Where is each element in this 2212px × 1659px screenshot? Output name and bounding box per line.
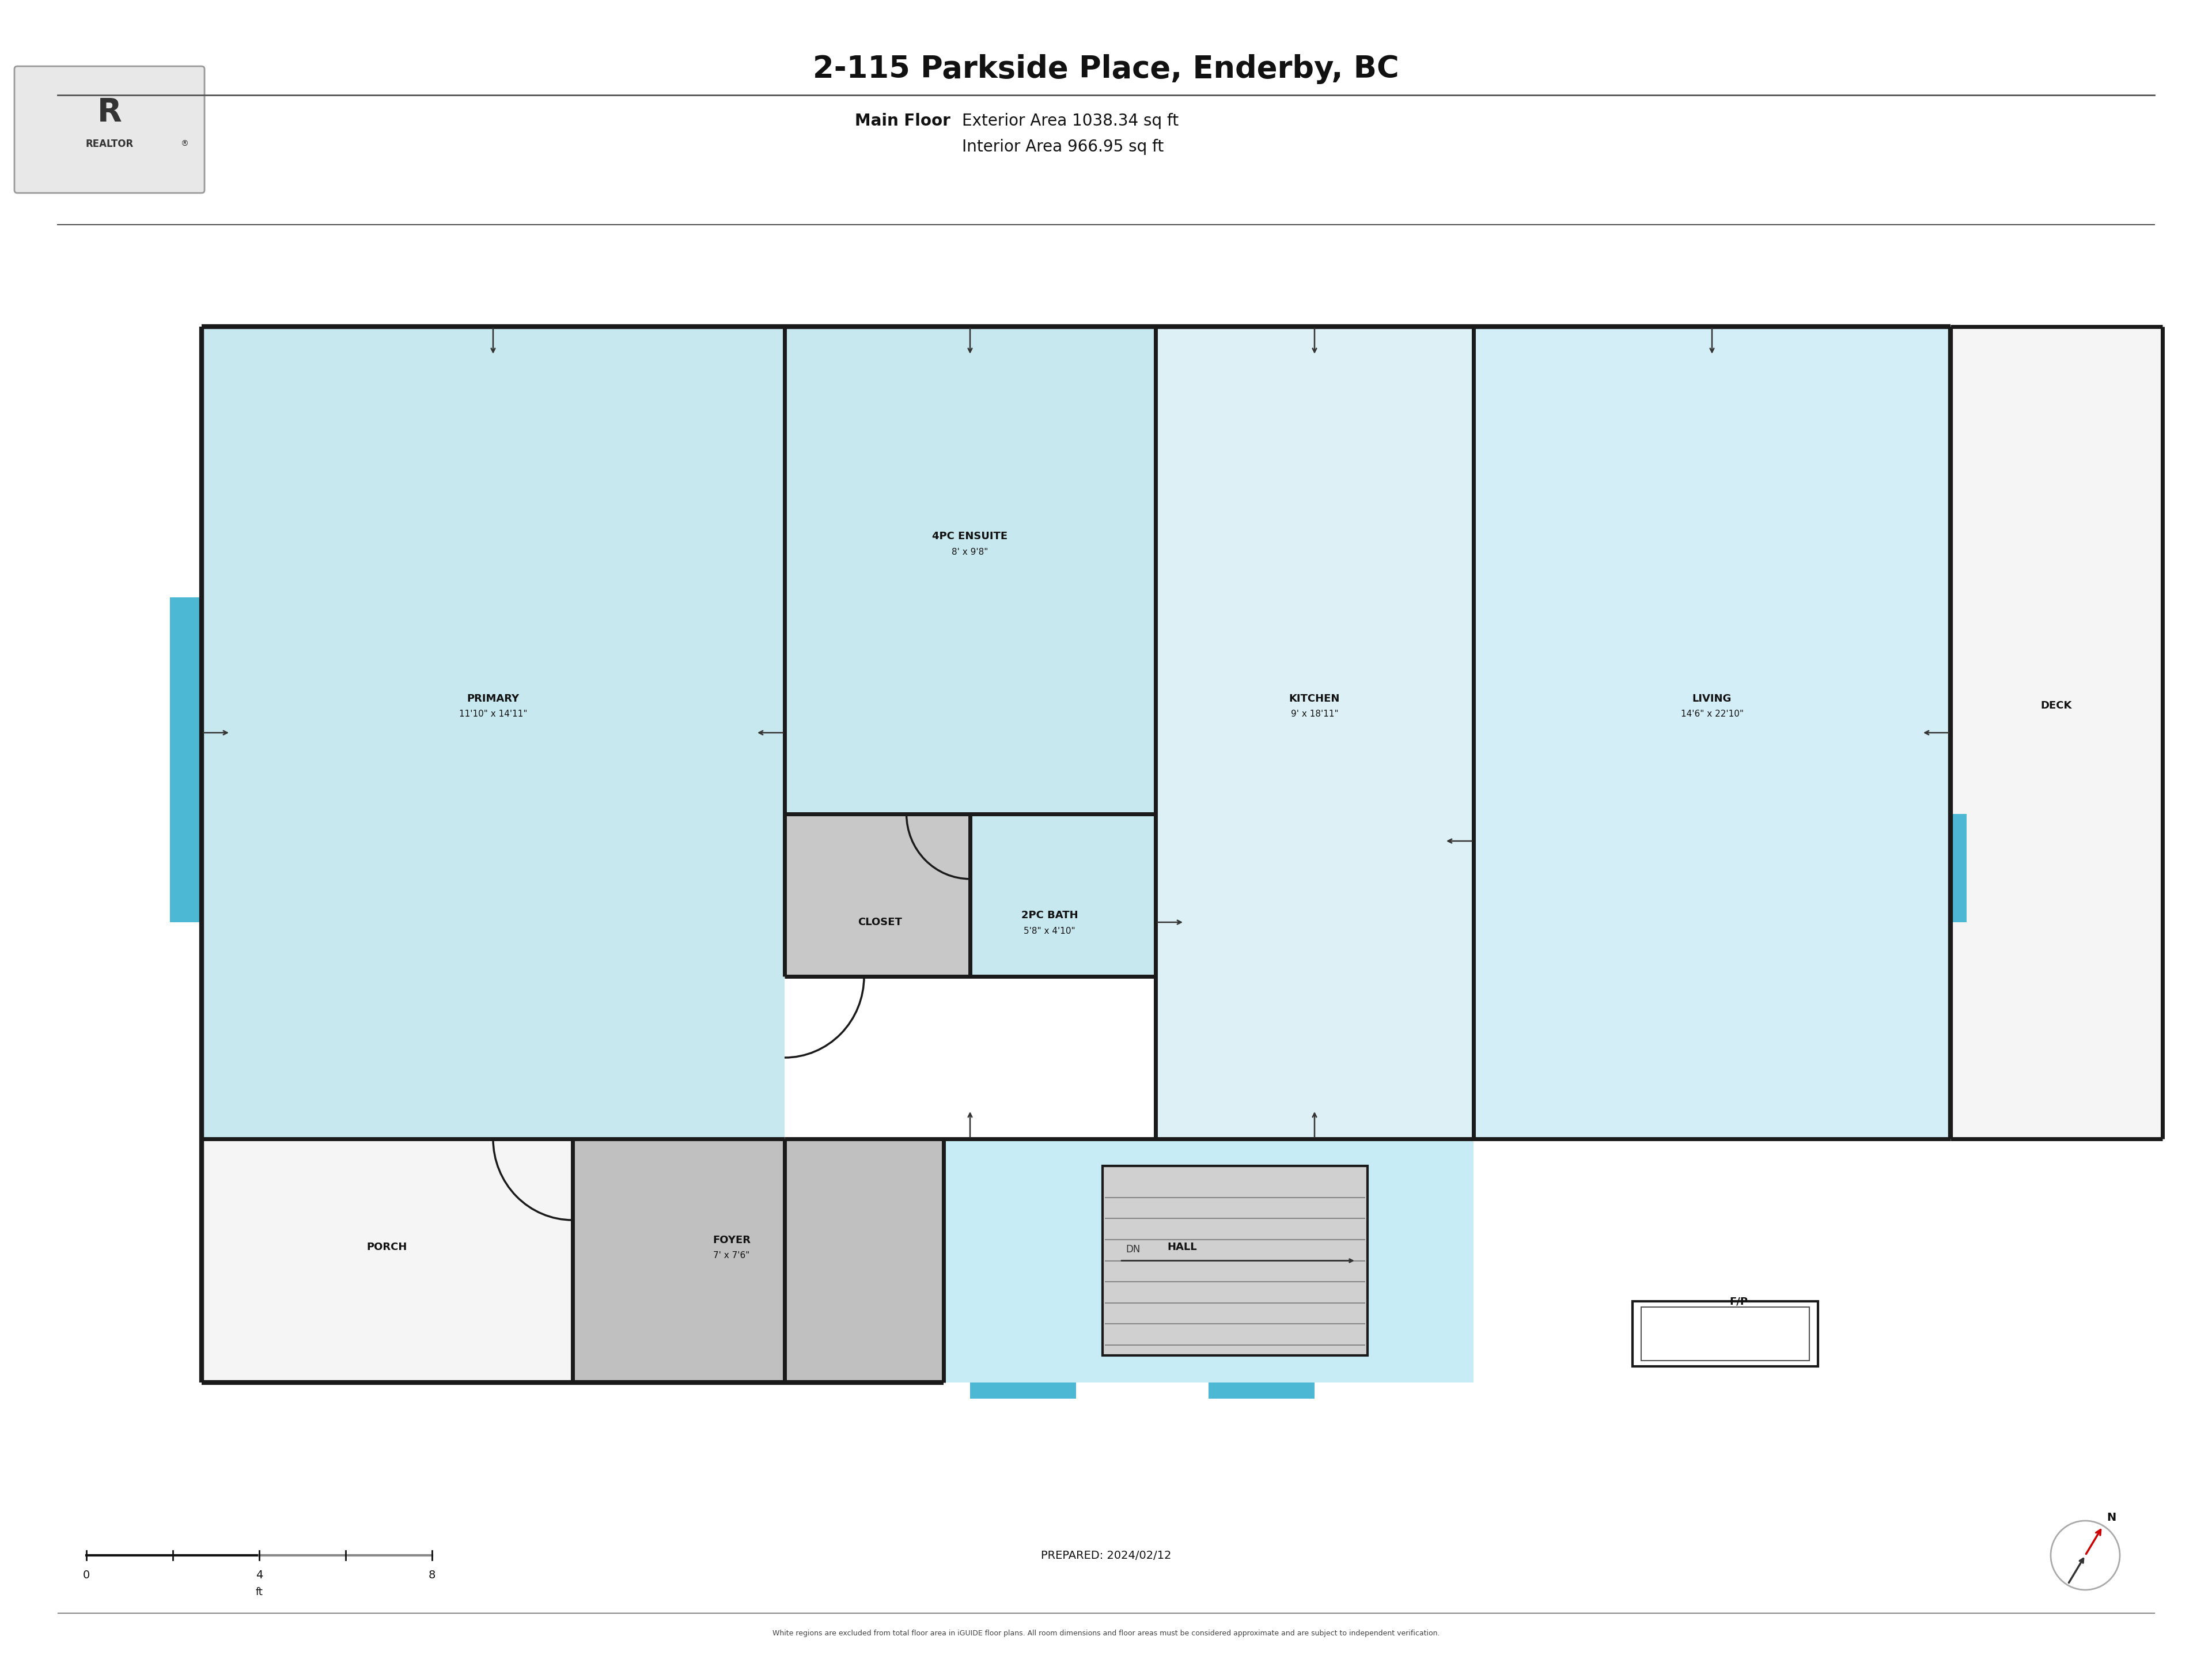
Text: PRIMARY: PRIMARY bbox=[467, 693, 520, 703]
Text: N: N bbox=[2106, 1513, 2117, 1523]
Bar bbox=[785, 327, 1155, 815]
Text: 0: 0 bbox=[82, 1569, 91, 1581]
Text: 7' x 7'6": 7' x 7'6" bbox=[712, 1251, 750, 1261]
Bar bbox=[170, 597, 201, 922]
Bar bbox=[201, 327, 785, 1138]
Text: 11'10" x 14'11": 11'10" x 14'11" bbox=[458, 710, 526, 718]
Bar bbox=[1951, 815, 1966, 922]
Bar bbox=[1632, 1301, 1818, 1367]
Text: PREPARED: 2024/02/12: PREPARED: 2024/02/12 bbox=[1042, 1550, 1170, 1561]
Text: Main Floor: Main Floor bbox=[854, 113, 951, 129]
Text: CLOSET: CLOSET bbox=[858, 917, 902, 927]
Text: 8: 8 bbox=[429, 1569, 436, 1581]
Bar bbox=[1155, 327, 1473, 1138]
FancyBboxPatch shape bbox=[15, 66, 204, 192]
Text: White regions are excluded from total floor area in iGUIDE floor plans. All room: White regions are excluded from total fl… bbox=[772, 1629, 1440, 1637]
Text: PORCH: PORCH bbox=[367, 1243, 407, 1253]
Text: 2PC BATH: 2PC BATH bbox=[1022, 911, 1077, 921]
Text: 2-115 Parkside Place, Enderby, BC: 2-115 Parkside Place, Enderby, BC bbox=[812, 55, 1400, 85]
Text: ®: ® bbox=[181, 139, 188, 148]
Bar bbox=[971, 1382, 1075, 1399]
Bar bbox=[1102, 1166, 1367, 1355]
Text: ft: ft bbox=[257, 1588, 263, 1598]
Bar bbox=[1102, 1166, 1367, 1355]
Bar bbox=[573, 1138, 945, 1382]
Bar bbox=[1208, 1382, 1314, 1399]
Bar bbox=[945, 1138, 1473, 1382]
Text: Exterior Area 1038.34 sq ft: Exterior Area 1038.34 sq ft bbox=[962, 113, 1179, 129]
Bar bbox=[1473, 327, 1951, 1138]
Text: 5'8" x 4'10": 5'8" x 4'10" bbox=[1024, 927, 1075, 936]
Bar bbox=[1641, 1307, 1809, 1360]
Bar bbox=[201, 1138, 573, 1382]
Text: HALL: HALL bbox=[1168, 1243, 1197, 1253]
Text: 14'6" x 22'10": 14'6" x 22'10" bbox=[1681, 710, 1743, 718]
Text: DN: DN bbox=[1126, 1244, 1139, 1254]
Text: REALTOR: REALTOR bbox=[86, 139, 133, 149]
Circle shape bbox=[2051, 1521, 2119, 1589]
Text: FOYER: FOYER bbox=[712, 1234, 750, 1246]
Text: DECK: DECK bbox=[2042, 700, 2073, 710]
Text: F/P: F/P bbox=[1730, 1296, 1747, 1307]
Text: 9' x 18'11": 9' x 18'11" bbox=[1292, 710, 1338, 718]
Bar bbox=[785, 815, 971, 977]
Text: KITCHEN: KITCHEN bbox=[1290, 693, 1340, 703]
Text: 4: 4 bbox=[257, 1569, 263, 1581]
Text: 8' x 9'8": 8' x 9'8" bbox=[951, 547, 989, 556]
Bar bbox=[1659, 1274, 1818, 1355]
Text: Interior Area 966.95 sq ft: Interior Area 966.95 sq ft bbox=[962, 139, 1164, 154]
Text: 4PC ENSUITE: 4PC ENSUITE bbox=[931, 531, 1009, 541]
Text: R: R bbox=[97, 96, 122, 128]
Bar bbox=[971, 815, 1155, 977]
Bar bbox=[1951, 327, 2163, 1138]
Text: LIVING: LIVING bbox=[1692, 693, 1732, 703]
